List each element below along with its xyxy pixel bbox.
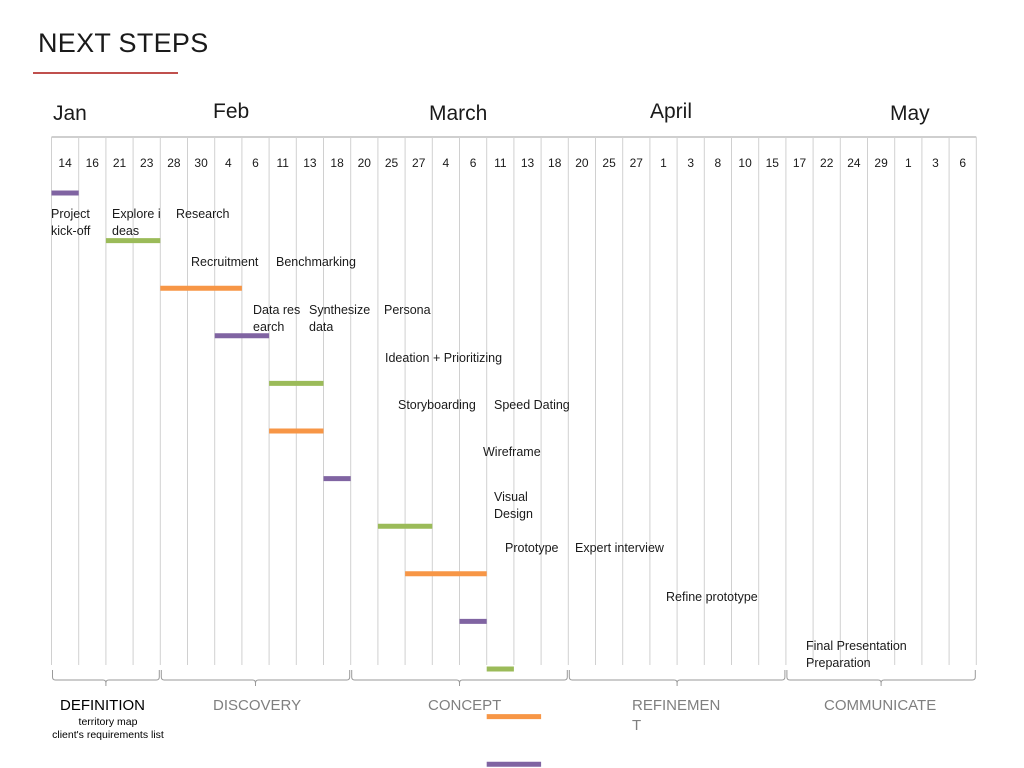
month-label-may: May <box>890 102 930 125</box>
tick-label: 18 <box>330 156 344 170</box>
task-label-data-research: Data research <box>253 303 301 334</box>
tick-label: 14 <box>58 156 72 170</box>
task-label-wireframe: Wireframe <box>483 445 541 459</box>
tick-label: 15 <box>766 156 780 170</box>
phase-brace <box>160 670 351 686</box>
phase-refinement: REFINEMENT <box>632 697 721 734</box>
tick-label: 27 <box>412 156 426 170</box>
tick-label: 3 <box>687 156 694 170</box>
tick-label: 1 <box>905 156 912 170</box>
task-label-refine-prototype: Refine prototype <box>666 590 758 604</box>
task-label-speed-dating: Speed Dating <box>494 398 570 412</box>
phase-definition-detail-2: client's requirements list <box>52 729 164 741</box>
tick-label: 22 <box>820 156 834 170</box>
tick-label: 20 <box>358 156 372 170</box>
task-label-ideation: Ideation + Prioritizing <box>385 351 503 365</box>
tick-label: 10 <box>738 156 752 170</box>
month-label-jan: Jan <box>53 102 87 125</box>
month-label-april: April <box>650 100 693 123</box>
task-label-research: Research <box>176 207 230 221</box>
tick-label: 11 <box>276 156 289 170</box>
tick-label: 28 <box>167 156 181 170</box>
page-title: NEXT STEPS <box>38 28 209 58</box>
tick-label: 6 <box>959 156 966 170</box>
tick-label: 23 <box>140 156 154 170</box>
tick-label: 25 <box>385 156 399 170</box>
phase-discovery: DISCOVERY <box>213 697 302 714</box>
tick-label: 4 <box>225 156 232 170</box>
task-label-final-presentation: Final Presentation Preparation <box>806 639 907 670</box>
tick-label: 18 <box>548 156 562 170</box>
phase-concept: CONCEPT <box>428 697 502 714</box>
task-label-benchmarking: Benchmarking <box>276 255 356 269</box>
task-label-prototype: Prototype <box>505 541 559 555</box>
task-label-persona: Persona <box>384 303 431 317</box>
tick-label: 13 <box>521 156 535 170</box>
phase-brace <box>52 670 160 686</box>
task-label-recruitment: Recruitment <box>191 255 259 269</box>
tick-label: 13 <box>303 156 317 170</box>
phase-communicate: COMMUNICATE <box>824 697 937 714</box>
phase-brace <box>786 670 976 686</box>
tick-label: 21 <box>113 156 127 170</box>
task-label-explore: Explore ideas <box>112 207 161 238</box>
tick-label: 6 <box>470 156 477 170</box>
task-label-expert-interview: Expert interview <box>575 541 664 555</box>
tick-label: 17 <box>793 156 807 170</box>
phase-brace <box>568 670 786 686</box>
month-label-feb: Feb <box>213 100 250 123</box>
tick-label: 11 <box>494 156 507 170</box>
tick-label: 24 <box>847 156 861 170</box>
month-label-march: March <box>429 102 488 125</box>
tick-label: 27 <box>630 156 644 170</box>
tick-label: 4 <box>443 156 450 170</box>
tick-label: 6 <box>252 156 259 170</box>
title-underline <box>33 72 178 74</box>
tick-label: 20 <box>575 156 589 170</box>
tick-label: 30 <box>194 156 208 170</box>
task-label-visual-design: Visual Design <box>494 490 533 521</box>
tick-label: 16 <box>86 156 100 170</box>
tick-label: 25 <box>602 156 616 170</box>
tick-label: 29 <box>874 156 888 170</box>
tick-label: 8 <box>715 156 722 170</box>
tick-label: 3 <box>932 156 939 170</box>
tick-label: 1 <box>660 156 667 170</box>
task-label-kickoff: Project kick-off <box>51 207 91 238</box>
phase-definition: DEFINITION <box>60 697 145 714</box>
task-label-storyboarding: Storyboarding <box>398 398 476 412</box>
phase-definition-detail-1: territory map <box>78 716 138 728</box>
task-label-synthesize: Synthesize data <box>309 303 371 334</box>
phase-brace <box>351 670 568 686</box>
